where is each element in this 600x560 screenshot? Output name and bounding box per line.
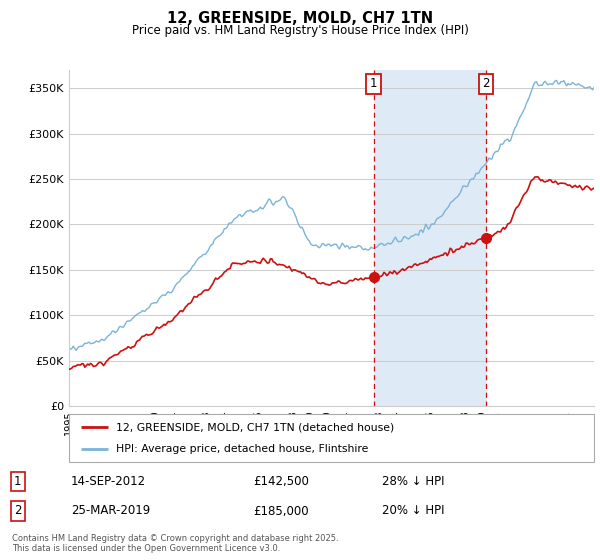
Bar [374, 70, 486, 406]
Text: 2: 2 [482, 77, 490, 90]
Text: 1: 1 [370, 77, 377, 90]
Text: 28% ↓ HPI: 28% ↓ HPI [382, 475, 445, 488]
Text: 14-SEP-2012: 14-SEP-2012 [71, 475, 146, 488]
Text: £142,500: £142,500 [253, 475, 309, 488]
Text: Price paid vs. HM Land Registry's House Price Index (HPI): Price paid vs. HM Land Registry's House … [131, 24, 469, 36]
Text: Contains HM Land Registry data © Crown copyright and database right 2025.
This d: Contains HM Land Registry data © Crown c… [12, 534, 338, 553]
Text: 12, GREENSIDE, MOLD, CH7 1TN (detached house): 12, GREENSIDE, MOLD, CH7 1TN (detached h… [116, 422, 395, 432]
Text: 1: 1 [14, 475, 22, 488]
Text: 20% ↓ HPI: 20% ↓ HPI [382, 505, 445, 517]
Text: 2: 2 [14, 505, 22, 517]
Text: 12, GREENSIDE, MOLD, CH7 1TN: 12, GREENSIDE, MOLD, CH7 1TN [167, 11, 433, 26]
Text: 25-MAR-2019: 25-MAR-2019 [71, 505, 150, 517]
FancyBboxPatch shape [69, 414, 594, 462]
Text: HPI: Average price, detached house, Flintshire: HPI: Average price, detached house, Flin… [116, 444, 368, 454]
Text: £185,000: £185,000 [253, 505, 308, 517]
